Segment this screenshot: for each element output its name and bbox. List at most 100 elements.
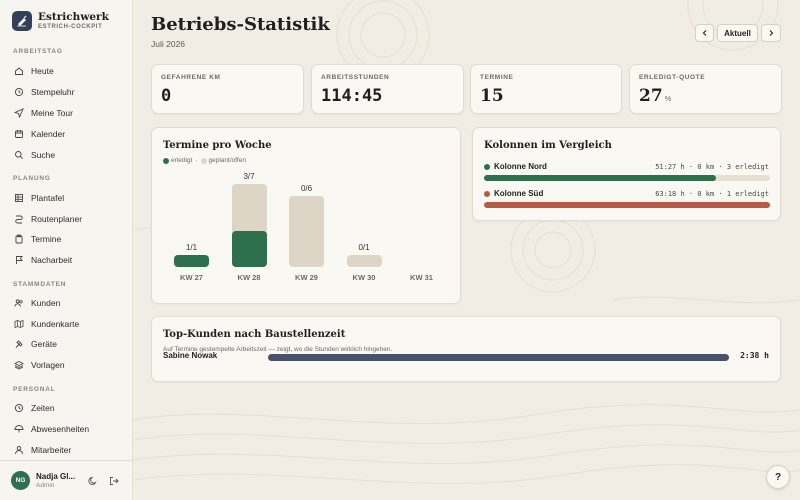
brand-title: Estrichwerk [38, 11, 109, 23]
customer-value: 2:38 h [740, 351, 769, 360]
user-name: Nadja Gl... [36, 472, 76, 481]
user-role: Admin [36, 482, 55, 489]
sidebar-item-label: Mitarbeiter [31, 444, 72, 455]
page-title: Betriebs-Statistik [151, 14, 330, 35]
kolonne-bar-track [484, 202, 770, 208]
sidebar-item-routenplaner[interactable]: Routenplaner [8, 209, 126, 228]
legend-dot-done [163, 157, 169, 164]
kolonnen-title: Kolonnen im Vergleich [484, 140, 612, 151]
sidebar-item-label: Zeiten [31, 402, 55, 413]
kolonne-bar [484, 175, 716, 181]
clock-icon [14, 403, 24, 413]
customer-bar-track [268, 354, 729, 361]
stat-value: 0 [161, 86, 172, 106]
sidebar-item-geräte[interactable]: Geräte [8, 334, 126, 353]
kolonne-label: Kolonne Süd [494, 189, 544, 198]
legend-dot-planned [200, 157, 207, 164]
sidebar-section-title: PLANUNG [13, 175, 51, 182]
kolonnen-card: Kolonnen im Vergleich Kolonne Nord 51:27 … [472, 127, 781, 221]
sidebar-item-label: Kundenkarte [31, 318, 80, 329]
sidebar-item-stempeluhr[interactable]: Stempeluhr [8, 82, 126, 101]
stat-unit: % [664, 94, 672, 103]
moon-icon[interactable] [88, 476, 98, 486]
sidebar-item-label: Stempeluhr [31, 86, 75, 97]
bar-planned [289, 195, 324, 267]
kolonne-name: Kolonne Süd [484, 189, 543, 198]
sidebar-item-kunden[interactable]: Kunden [8, 293, 126, 312]
next-month-button[interactable] [761, 24, 781, 42]
stat-card-quote: ERLEDIGT-QUOTE 27% [629, 64, 782, 114]
weekly-chart-card: Termine pro Woche erledigt · geplant/off… [151, 127, 461, 304]
help-button[interactable]: ? [766, 465, 790, 489]
stat-card-hours: ARBEITSSTUNDEN 114:45 [311, 64, 464, 114]
sidebar-item-termine[interactable]: Termine [8, 229, 126, 248]
sidebar-item-label: Plantafel [31, 192, 65, 203]
bar-planned [346, 255, 382, 267]
bar-value-label: 0/1 [358, 243, 370, 252]
stat-label: ARBEITSSTUNDEN [321, 74, 390, 81]
legend-done: erledigt [171, 157, 193, 164]
sidebar-item-label: Termine [31, 233, 62, 244]
map-icon [14, 319, 24, 329]
bar-category-label: KW 30 [352, 273, 376, 282]
clock-icon [14, 87, 24, 97]
sidebar-item-heute[interactable]: Heute [8, 61, 126, 80]
stat-label: ERLEDIGT-QUOTE [639, 74, 706, 81]
chart-legend: erledigt · geplant/offen [163, 157, 246, 164]
sidebar-item-label: Geräte [31, 338, 57, 349]
sidebar-item-zeiten[interactable]: Zeiten [8, 398, 126, 417]
chevron-right-icon [769, 30, 774, 36]
kolonne-stats: 63:18 h · 0 km · 1 erledigt [655, 190, 769, 198]
kolonne-color-dot [484, 163, 490, 170]
trowel-icon [12, 11, 32, 31]
search-icon [14, 150, 24, 160]
customer-bar [268, 354, 729, 361]
bar-category-label: KW 29 [295, 273, 318, 282]
prev-month-button[interactable] [695, 24, 714, 42]
user-area: NG Nadja Gl... Admin [0, 460, 133, 500]
stat-card-termine: TERMINE 15 [470, 64, 622, 114]
stat-label: GEFAHRENE KM [161, 74, 221, 81]
sidebar-item-plantafel[interactable]: Plantafel [8, 188, 126, 207]
sidebar-item-abwesenheiten[interactable]: Abwesenheiten [8, 419, 126, 438]
brand[interactable]: Estrichwerk ESTRICH-COCKPIT [0, 0, 132, 32]
sidebar-item-label: Routenplaner [31, 213, 83, 224]
layers-icon [14, 360, 24, 370]
logout-icon[interactable] [109, 476, 119, 486]
stat-value: 114:45 [321, 86, 383, 106]
sidebar-item-kundenkarte[interactable]: Kundenkarte [8, 314, 126, 333]
current-month-button[interactable]: Aktuell [717, 24, 758, 42]
sidebar-item-nacharbeit[interactable]: Nacharbeit [8, 250, 126, 269]
sidebar-item-vorlagen[interactable]: Vorlagen [8, 355, 126, 374]
stat-number: 27 [639, 86, 663, 106]
user-icon [14, 445, 24, 455]
bar-value-label: 1/1 [185, 243, 198, 252]
sidebar-item-label: Heute [31, 65, 54, 76]
sidebar-section-title: ARBEITSTAG [13, 48, 63, 55]
sidebar-item-meine-tour[interactable]: Meine Tour [8, 103, 126, 122]
top-kunden-card: Top-Kunden nach Baustellenzeit Auf Termi… [151, 316, 781, 382]
sidebar-item-mitarbeiter[interactable]: Mitarbeiter [8, 440, 126, 459]
chevron-left-icon [702, 30, 706, 36]
home-icon [14, 66, 24, 76]
umbrella-icon [14, 424, 24, 434]
kolonne-label: Kolonne Nord [494, 162, 547, 171]
stat-label: TERMINE [480, 74, 514, 81]
sidebar-item-label: Vorlagen [31, 359, 65, 370]
sidebar-item-suche[interactable]: Suche [8, 145, 126, 164]
bar-value-label: 0/6 [300, 183, 313, 193]
top-kunden-subtitle: Auf Termine gestempelte Arbeitszeit — ze… [163, 346, 393, 353]
sidebar-item-kalender[interactable]: Kalender [8, 124, 126, 143]
bar-value-label: 3/7 [243, 172, 255, 181]
sidebar-section-title: STAMMDATEN [13, 281, 67, 288]
sidebar-item-label: Kunden [31, 297, 61, 308]
stat-value: 27% [639, 86, 671, 106]
send-icon [14, 107, 24, 118]
grid-icon [14, 193, 24, 203]
avatar[interactable]: NG [11, 471, 30, 490]
sidebar-item-label: Suche [31, 149, 56, 160]
sidebar-item-label: Meine Tour [31, 107, 73, 118]
bar-category-label: KW 31 [410, 273, 433, 282]
bar-done [231, 231, 267, 267]
kolonne-bar [484, 202, 770, 208]
